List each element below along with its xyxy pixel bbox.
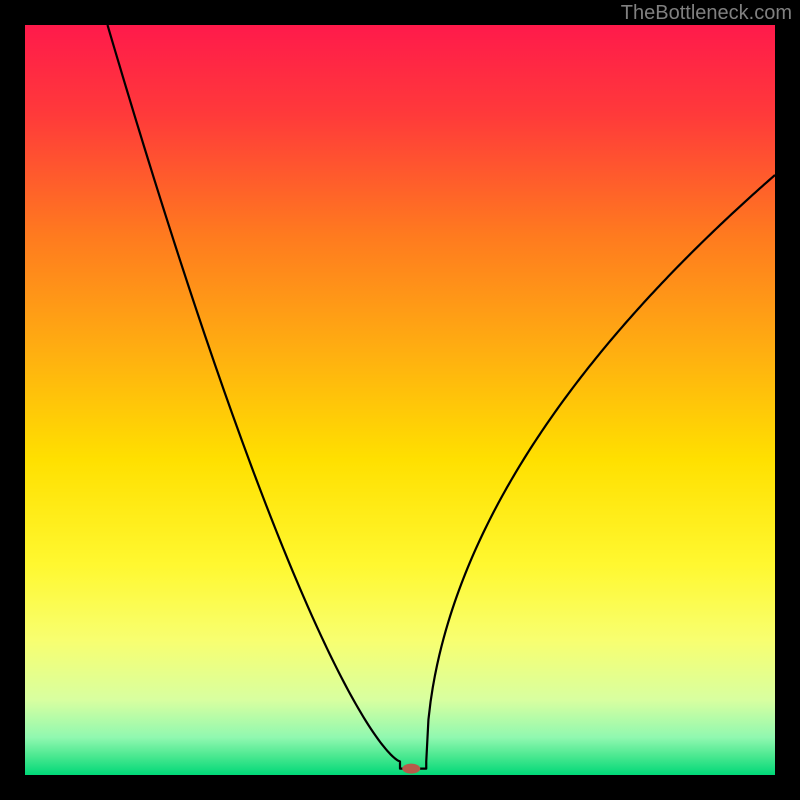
plot-area [25,25,775,775]
optimal-marker [402,764,420,774]
gradient-background [25,25,775,775]
plot-svg [25,25,775,775]
watermark-text: TheBottleneck.com [621,2,792,25]
chart-root: TheBottleneck.com [0,0,800,800]
